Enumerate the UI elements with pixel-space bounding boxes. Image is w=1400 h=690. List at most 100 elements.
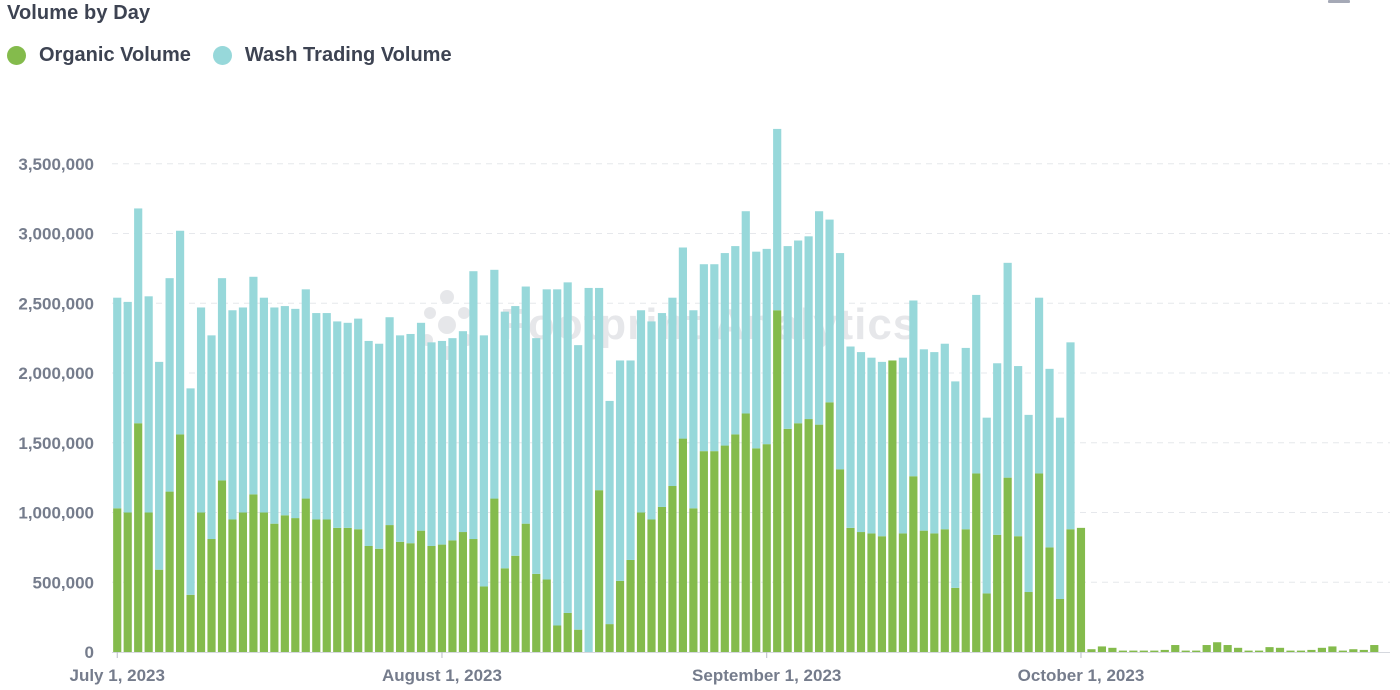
bar-organic[interactable] (1370, 645, 1379, 652)
bar-organic[interactable] (270, 523, 279, 652)
bar-organic[interactable] (301, 498, 310, 652)
bar-wash-trading[interactable] (699, 264, 708, 452)
bar-organic[interactable] (490, 498, 499, 652)
bar-organic[interactable] (1150, 650, 1159, 652)
bar-organic[interactable] (553, 625, 562, 653)
bar-organic[interactable] (835, 469, 845, 652)
bar-organic[interactable] (856, 532, 866, 652)
bar-organic[interactable] (636, 512, 646, 652)
bar-organic[interactable] (678, 438, 687, 652)
bar-organic[interactable] (1129, 650, 1138, 652)
bar-organic[interactable] (1118, 650, 1127, 652)
bar-organic[interactable] (1108, 647, 1117, 652)
bar-organic[interactable] (605, 624, 614, 652)
bar-wash-trading[interactable] (689, 310, 698, 509)
bar-organic[interactable] (437, 544, 447, 652)
bar-wash-trading[interactable] (626, 360, 635, 560)
bar-wash-trading[interactable] (375, 343, 384, 549)
bar-wash-trading[interactable] (1003, 262, 1012, 478)
bar-organic[interactable] (1055, 598, 1065, 652)
bar-wash-trading[interactable] (134, 208, 143, 424)
bar-wash-trading[interactable] (982, 417, 991, 594)
bar-organic[interactable] (626, 559, 635, 652)
bar-organic[interactable] (930, 533, 939, 652)
bar-wash-trading[interactable] (238, 307, 248, 513)
bar-wash-trading[interactable] (919, 349, 928, 531)
bar-organic[interactable] (657, 506, 667, 652)
bar-organic[interactable] (228, 519, 237, 652)
bar-organic[interactable] (1317, 647, 1326, 652)
bar-organic[interactable] (710, 451, 719, 652)
bar-organic[interactable] (1265, 647, 1274, 652)
bar-organic[interactable] (1024, 592, 1033, 652)
bar-organic[interactable] (416, 530, 426, 652)
bar-wash-trading[interactable] (825, 219, 834, 403)
bar-organic[interactable] (1286, 650, 1295, 652)
bar-wash-trading[interactable] (532, 338, 541, 574)
bar-wash-trading[interactable] (595, 287, 604, 491)
bar-organic[interactable] (783, 428, 792, 652)
bar-organic[interactable] (479, 586, 488, 652)
bar-wash-trading[interactable] (930, 352, 939, 534)
bar-organic[interactable] (207, 539, 216, 652)
bar-organic[interactable] (458, 532, 468, 652)
bar-organic[interactable] (1160, 649, 1169, 652)
bar-wash-trading[interactable] (1066, 342, 1075, 530)
bar-wash-trading[interactable] (794, 240, 803, 424)
bar-organic[interactable] (919, 530, 928, 652)
bar-organic[interactable] (406, 543, 415, 652)
bar-organic[interactable] (249, 494, 258, 652)
bar-organic[interactable] (1139, 650, 1148, 652)
bar-wash-trading[interactable] (186, 388, 195, 595)
bar-wash-trading[interactable] (909, 300, 918, 477)
bar-organic[interactable] (1213, 642, 1222, 652)
bar-organic[interactable] (1181, 650, 1190, 652)
bar-organic[interactable] (773, 310, 782, 652)
bar-organic[interactable] (951, 587, 960, 652)
bar-wash-trading[interactable] (165, 278, 174, 492)
bar-organic[interactable] (427, 545, 436, 652)
bar-organic[interactable] (668, 486, 677, 652)
bar-wash-trading[interactable] (249, 276, 258, 495)
bar-organic[interactable] (217, 480, 227, 652)
bar-organic[interactable] (794, 423, 803, 652)
bar-wash-trading[interactable] (123, 301, 132, 513)
bar-wash-trading[interactable] (741, 211, 750, 414)
bar-wash-trading[interactable] (521, 286, 530, 524)
bar-organic[interactable] (961, 529, 970, 652)
bar-organic[interactable] (972, 473, 981, 652)
bar-wash-trading[interactable] (856, 352, 866, 533)
chart-menu-icon[interactable] (1328, 0, 1350, 3)
bar-wash-trading[interactable] (542, 289, 551, 580)
bar-wash-trading[interactable] (846, 346, 855, 528)
bar-wash-trading[interactable] (395, 335, 405, 542)
bar-wash-trading[interactable] (553, 289, 562, 626)
bar-wash-trading[interactable] (500, 311, 509, 569)
bar-wash-trading[interactable] (647, 321, 656, 520)
bar-organic[interactable] (165, 491, 174, 652)
bar-organic[interactable] (1338, 650, 1347, 652)
bar-organic[interactable] (1275, 647, 1285, 652)
bar-organic[interactable] (1359, 649, 1368, 652)
bar-organic[interactable] (898, 533, 907, 652)
bar-organic[interactable] (1202, 645, 1211, 652)
bar-wash-trading[interactable] (605, 400, 614, 625)
bar-wash-trading[interactable] (835, 253, 845, 470)
bar-wash-trading[interactable] (144, 296, 153, 513)
bar-organic[interactable] (1097, 646, 1107, 652)
bar-wash-trading[interactable] (458, 331, 468, 533)
bar-wash-trading[interactable] (176, 230, 185, 435)
bar-wash-trading[interactable] (312, 313, 321, 520)
bar-organic[interactable] (563, 612, 572, 652)
bar-organic[interactable] (469, 539, 478, 652)
bar-wash-trading[interactable] (657, 313, 667, 507)
bar-organic[interactable] (521, 523, 530, 652)
bar-organic[interactable] (1087, 649, 1096, 652)
bar-organic[interactable] (364, 545, 373, 652)
bar-organic[interactable] (699, 451, 708, 652)
bar-wash-trading[interactable] (636, 310, 646, 513)
bar-organic[interactable] (909, 476, 918, 652)
bar-organic[interactable] (1066, 529, 1075, 652)
bar-wash-trading[interactable] (940, 343, 949, 530)
bar-organic[interactable] (595, 490, 604, 652)
